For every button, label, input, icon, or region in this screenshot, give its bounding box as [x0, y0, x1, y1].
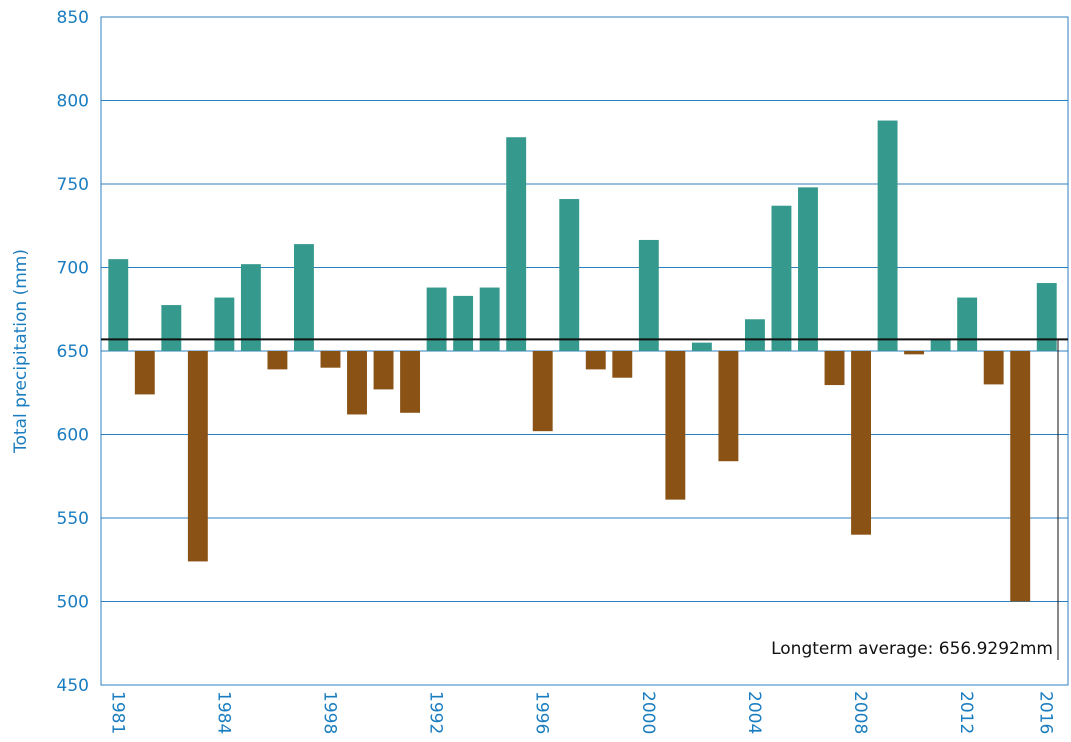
x-tick-label: 1984: [213, 691, 233, 734]
x-tick-label: 1992: [426, 691, 446, 734]
y-tick-label: 450: [57, 676, 89, 696]
x-tick-label: 2016: [1036, 691, 1056, 734]
bar: [744, 319, 765, 351]
bar: [453, 295, 474, 351]
plot-border: [100, 16, 1069, 686]
bar: [612, 351, 633, 378]
bar: [585, 351, 606, 370]
bar: [983, 351, 1004, 385]
x-tick-label: 1996: [532, 691, 552, 734]
bar: [400, 351, 421, 413]
bar: [930, 339, 951, 351]
bar: [824, 351, 845, 386]
bar: [559, 199, 580, 351]
x-tick-label: 2000: [638, 691, 658, 734]
bar: [320, 351, 341, 368]
y-tick-label: 750: [57, 175, 89, 195]
y-tick-label: 600: [57, 426, 89, 446]
bar: [479, 287, 500, 351]
average-label: Longterm average: 656.9292mm: [771, 639, 1053, 659]
y-axis-label: Total precipitation (mm): [11, 249, 31, 454]
bar: [691, 342, 712, 351]
bar: [373, 351, 394, 390]
y-tick-label: 800: [57, 92, 89, 112]
bar: [957, 297, 978, 351]
x-tick-label: 1981: [107, 691, 127, 734]
bar: [771, 205, 792, 351]
bar: [134, 351, 155, 395]
bar: [851, 351, 871, 535]
bar: [1010, 351, 1031, 602]
x-tick-label: 2012: [956, 691, 976, 734]
bar: [161, 305, 182, 351]
bar: [665, 351, 686, 500]
y-tick-label: 550: [57, 509, 89, 529]
bar: [904, 351, 925, 355]
x-tick-label: 2004: [744, 691, 764, 734]
bar: [240, 264, 261, 351]
bar: [294, 244, 314, 351]
bar: [187, 351, 208, 562]
bar: [1036, 283, 1057, 351]
bar: [214, 297, 235, 351]
bar: [267, 351, 288, 370]
bar: [532, 351, 553, 432]
y-tick-label: 850: [57, 8, 89, 28]
x-tick-label: 1998: [319, 691, 339, 734]
bar: [638, 239, 659, 351]
bar: [347, 351, 367, 415]
bar: [426, 287, 447, 351]
y-tick-label: 650: [57, 342, 89, 362]
y-tick-label: 500: [57, 593, 89, 613]
bar: [718, 351, 739, 462]
x-tick-label: 2008: [850, 691, 870, 734]
bar: [877, 120, 898, 351]
bar: [506, 137, 527, 351]
y-tick-label: 700: [57, 259, 89, 279]
bar: [108, 259, 129, 351]
bar: [798, 187, 818, 351]
